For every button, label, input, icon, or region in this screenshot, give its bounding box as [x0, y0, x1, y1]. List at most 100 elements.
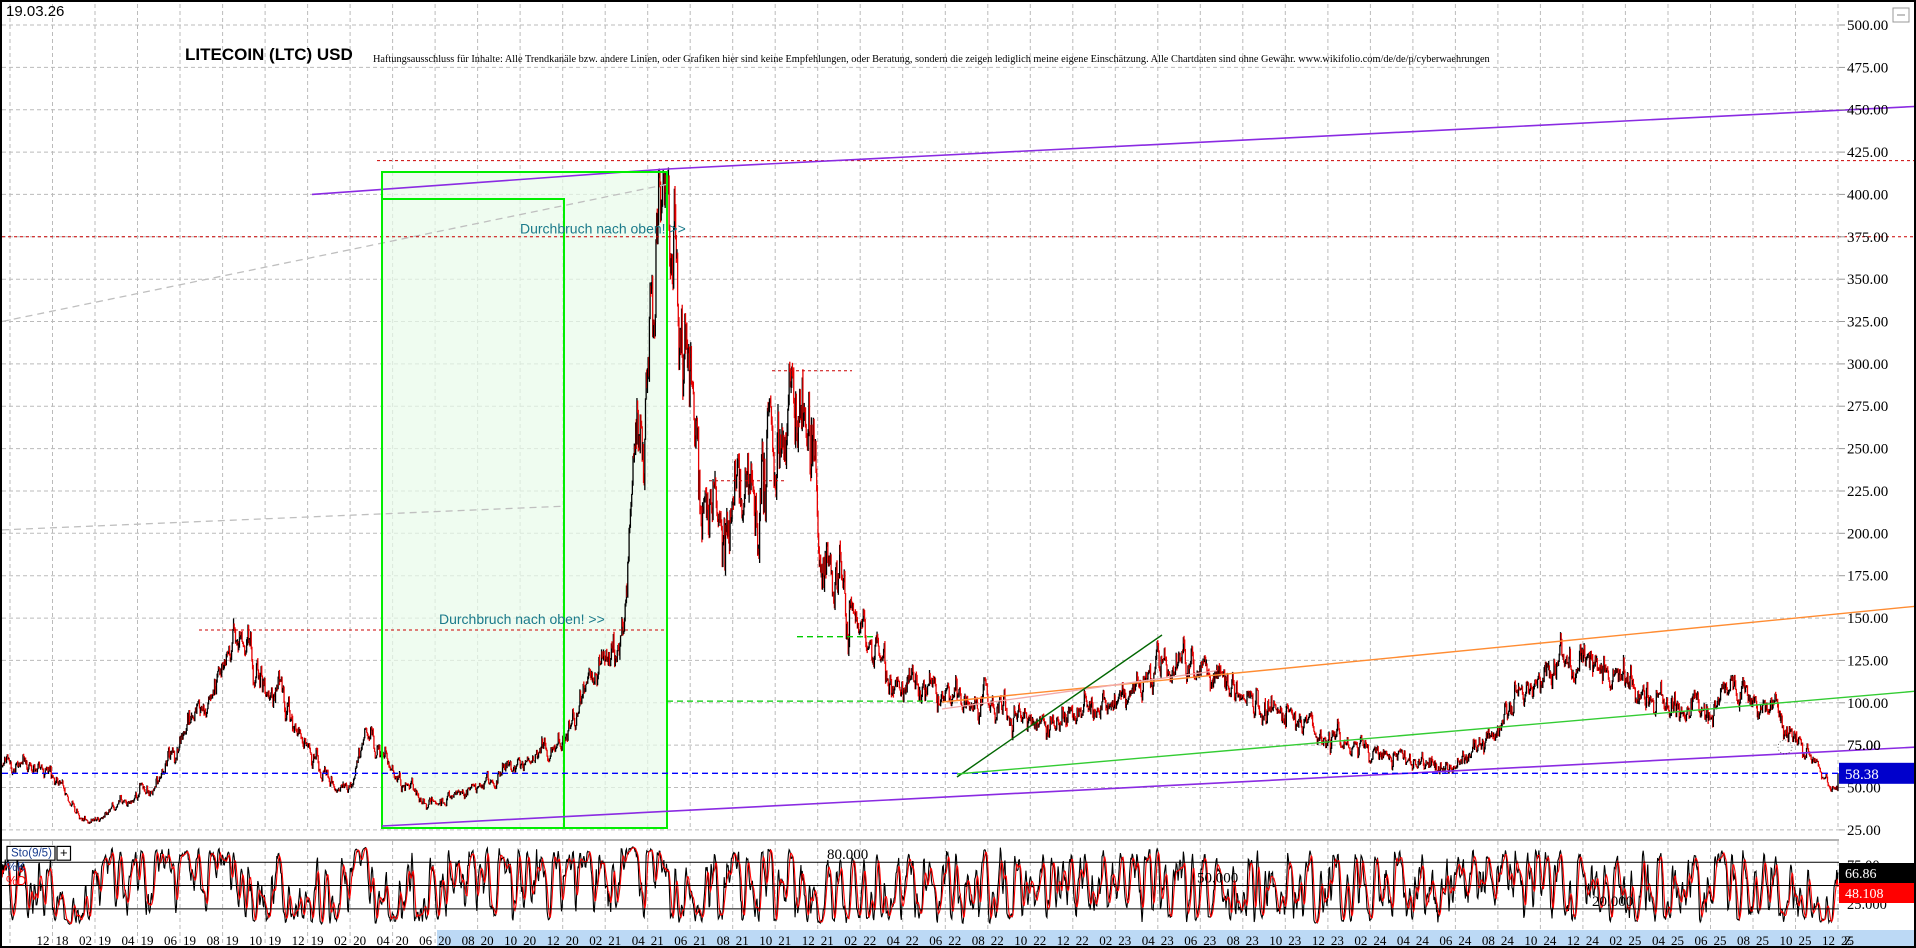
svg-text:02: 02	[844, 933, 857, 948]
svg-text:12: 12	[547, 933, 560, 948]
svg-text:04: 04	[377, 933, 391, 948]
svg-text:04: 04	[887, 933, 901, 948]
svg-text:24: 24	[1373, 933, 1387, 948]
svg-text:Durchbruch nach oben! >>: Durchbruch nach oben! >>	[520, 220, 686, 236]
svg-text:12: 12	[1057, 933, 1070, 948]
svg-text:25: 25	[1799, 933, 1812, 948]
svg-text:24: 24	[1543, 933, 1557, 948]
svg-text:12: 12	[1822, 933, 1835, 948]
svg-text:10: 10	[1524, 933, 1537, 948]
svg-text:06: 06	[1695, 933, 1709, 948]
svg-text:23: 23	[1246, 933, 1259, 948]
svg-text:48.108: 48.108	[1845, 887, 1884, 902]
svg-text:425.00: 425.00	[1847, 145, 1888, 161]
svg-text:24: 24	[1586, 933, 1600, 948]
svg-text:150.00: 150.00	[1847, 611, 1888, 627]
svg-text:10: 10	[249, 933, 262, 948]
svg-text:21: 21	[821, 933, 834, 948]
svg-text:475.00: 475.00	[1847, 60, 1888, 76]
svg-text:04: 04	[632, 933, 646, 948]
svg-text:325.00: 325.00	[1847, 315, 1888, 331]
svg-text:24: 24	[1458, 933, 1472, 948]
svg-text:20: 20	[523, 933, 536, 948]
svg-text:06: 06	[1184, 933, 1198, 948]
svg-text:02: 02	[1354, 933, 1367, 948]
svg-text:20: 20	[396, 933, 409, 948]
svg-text:75.00: 75.00	[1847, 738, 1881, 754]
svg-text:%K: %K	[6, 860, 26, 874]
svg-text:10: 10	[1269, 933, 1282, 948]
svg-text:19: 19	[183, 933, 196, 948]
svg-text:Durchbruch nach oben! >>: Durchbruch nach oben! >>	[439, 611, 605, 627]
svg-text:22: 22	[948, 933, 961, 948]
svg-text:22: 22	[1033, 933, 1046, 948]
svg-text:06: 06	[164, 933, 178, 948]
svg-text:200.00: 200.00	[1847, 526, 1888, 542]
svg-text:450.00: 450.00	[1847, 103, 1888, 119]
svg-text:400.00: 400.00	[1847, 187, 1888, 203]
svg-text:08: 08	[462, 933, 475, 948]
svg-text:20: 20	[566, 933, 579, 948]
svg-text:25.00: 25.00	[1847, 823, 1881, 839]
svg-text:08: 08	[207, 933, 220, 948]
svg-text:375.00: 375.00	[1847, 230, 1888, 246]
svg-text:25: 25	[1714, 933, 1727, 948]
svg-text:10: 10	[1014, 933, 1027, 948]
svg-text:100.00: 100.00	[1847, 696, 1888, 712]
svg-text:02: 02	[79, 933, 92, 948]
svg-text:125.00: 125.00	[1847, 653, 1888, 669]
svg-text:50.000: 50.000	[1197, 871, 1238, 887]
svg-text:06: 06	[419, 933, 433, 948]
svg-text:04: 04	[1652, 933, 1666, 948]
svg-text:+: +	[60, 845, 68, 860]
svg-text:08: 08	[1482, 933, 1495, 948]
svg-text:%D: %D	[6, 874, 26, 888]
svg-text:19: 19	[141, 933, 154, 948]
svg-text:80.000: 80.000	[827, 847, 868, 863]
svg-text:02: 02	[334, 933, 347, 948]
svg-text:24: 24	[1501, 933, 1515, 948]
svg-text:10: 10	[1780, 933, 1793, 948]
svg-text:22: 22	[906, 933, 919, 948]
svg-text:Haftungsausschluss für Inhalte: Haftungsausschluss für Inhalte: Alle Tre…	[373, 54, 1490, 65]
svg-text:02: 02	[1099, 933, 1112, 948]
svg-text:25: 25	[1756, 933, 1769, 948]
svg-text:18: 18	[56, 933, 69, 948]
svg-text:23: 23	[1161, 933, 1174, 948]
svg-text:10: 10	[759, 933, 772, 948]
svg-text:04: 04	[122, 933, 136, 948]
svg-text:08: 08	[717, 933, 730, 948]
svg-text:20.000: 20.000	[1592, 894, 1633, 910]
svg-text:12: 12	[37, 933, 50, 948]
svg-text:58.38: 58.38	[1845, 767, 1879, 783]
svg-text:12: 12	[1567, 933, 1580, 948]
svg-text:275.00: 275.00	[1847, 399, 1888, 415]
svg-text:175.00: 175.00	[1847, 569, 1888, 585]
svg-text:24: 24	[1416, 933, 1430, 948]
svg-text:23: 23	[1288, 933, 1301, 948]
svg-text:08: 08	[1227, 933, 1240, 948]
svg-text:500.00: 500.00	[1847, 18, 1888, 34]
svg-text:300.00: 300.00	[1847, 357, 1888, 373]
svg-text:66.86: 66.86	[1845, 867, 1877, 882]
svg-text:21: 21	[693, 933, 706, 948]
svg-text:12: 12	[1312, 933, 1325, 948]
svg-text:Sto(9/5): Sto(9/5)	[11, 848, 52, 860]
svg-text:10: 10	[504, 933, 517, 948]
svg-text:20: 20	[353, 933, 366, 948]
svg-text:12: 12	[802, 933, 815, 948]
svg-text:19: 19	[98, 933, 111, 948]
svg-text:19: 19	[226, 933, 239, 948]
svg-text:22: 22	[1076, 933, 1089, 948]
svg-text:23: 23	[1203, 933, 1216, 948]
svg-text:21: 21	[778, 933, 791, 948]
svg-text:Z: Z	[1844, 933, 1852, 948]
svg-text:225.00: 225.00	[1847, 484, 1888, 500]
svg-text:04: 04	[1397, 933, 1411, 948]
svg-text:20: 20	[438, 933, 451, 948]
svg-text:25: 25	[1628, 933, 1641, 948]
svg-text:22: 22	[863, 933, 876, 948]
svg-text:LITECOIN (LTC) USD: LITECOIN (LTC) USD	[185, 45, 353, 64]
svg-text:02: 02	[1609, 933, 1622, 948]
svg-text:12: 12	[292, 933, 305, 948]
